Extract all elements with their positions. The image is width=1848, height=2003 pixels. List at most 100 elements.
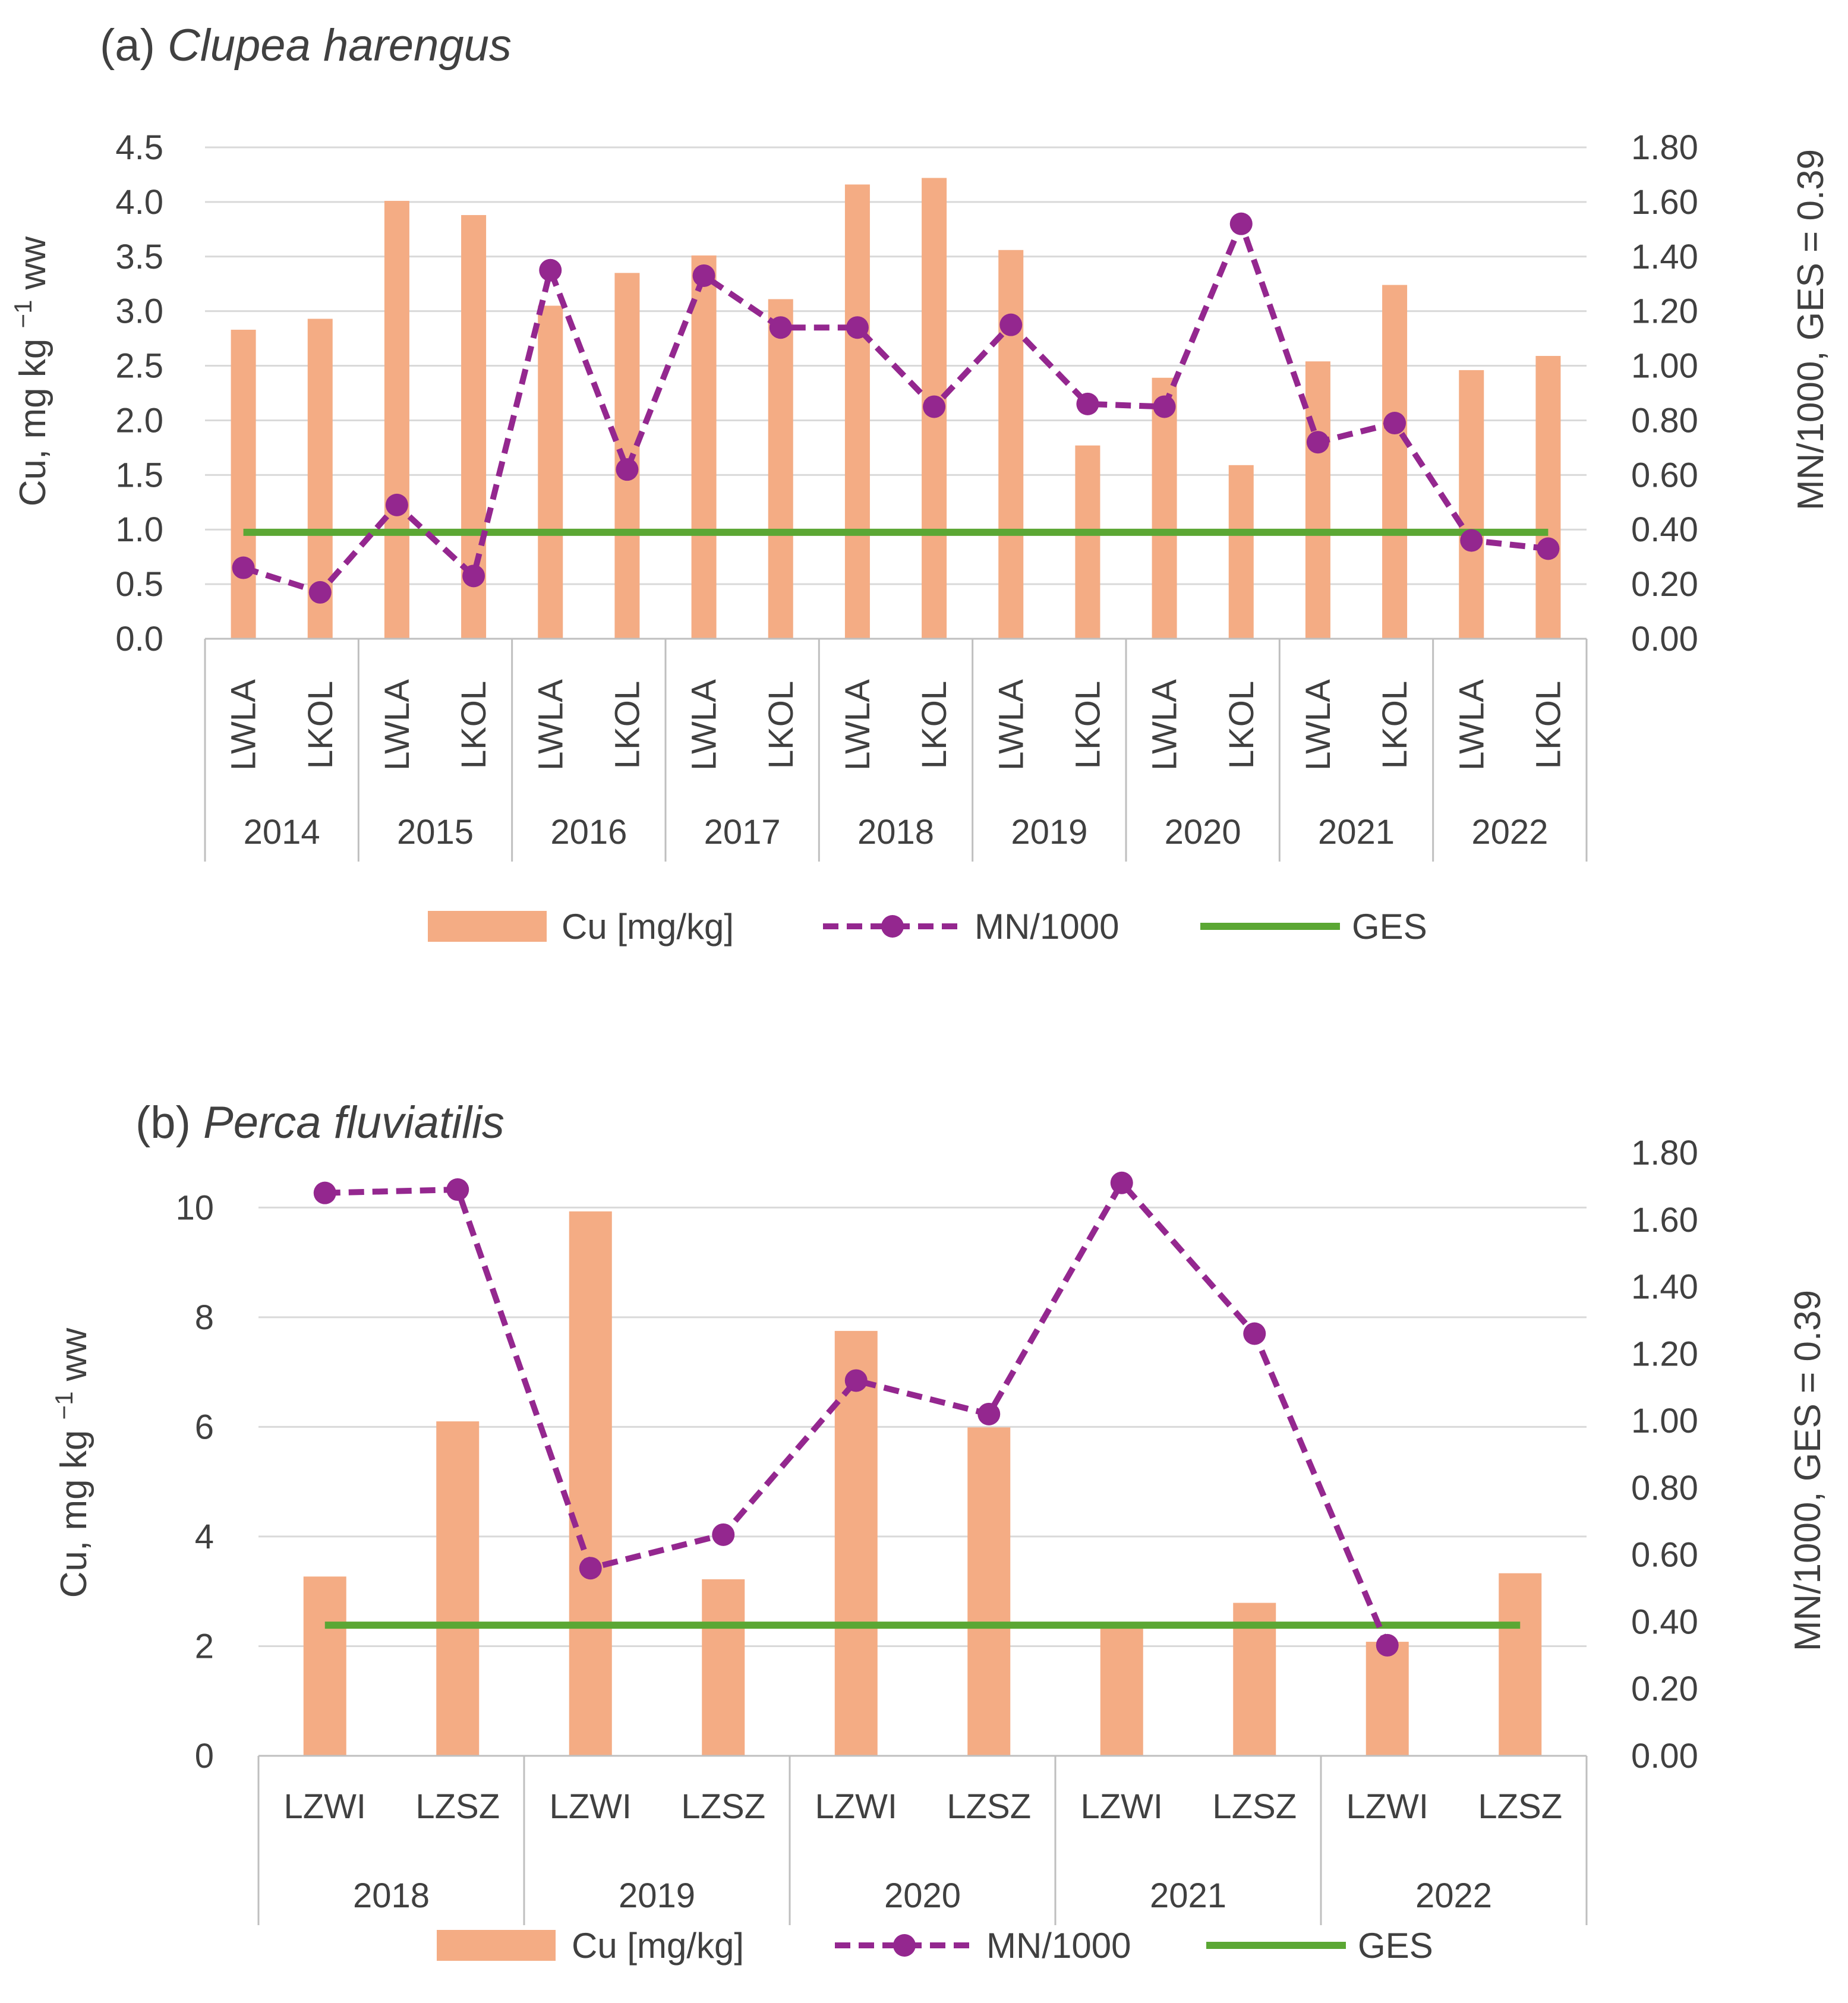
panel-a-year-label-2: 2016 (550, 813, 627, 851)
panel-b-legend: Cu [mg/kg] MN/1000 GES (437, 1926, 1433, 1966)
panel-a-site-label-2: LWLA (378, 679, 417, 771)
panel-a-mn-point-12 (1153, 395, 1176, 418)
panel-b-mn-point-5 (977, 1402, 1001, 1425)
panel-b-y-tick-labels: 0 2 4 6 8 10 (175, 1188, 214, 1775)
panel-a-site-label-13: LKOL (1222, 681, 1261, 769)
panel-a-mn-polyline (242, 220, 1549, 595)
panel-a-y-tick: 4.0 (115, 183, 163, 222)
panel-b-y-tick: 10 (175, 1188, 214, 1227)
panel-a-x-axis: LWLA LKOL LWLA LKOL LWLA LKOL LWLA LKOL LWLA LKOL… (204, 638, 1588, 862)
panel-b-mn-point-2 (579, 1557, 602, 1580)
panel-b-bar-8 (1365, 1642, 1409, 1756)
panel-a-y2-tick: 0.60 (1631, 456, 1698, 494)
panel-b-mn-point-4 (844, 1369, 868, 1392)
panel-a-bar-14 (1305, 361, 1330, 639)
panel-b-y-tick: 4 (195, 1518, 214, 1556)
panel-b-bar-4 (834, 1330, 878, 1756)
panel-a-y2-tick: 1.00 (1631, 347, 1698, 386)
panel-b-y2-tick: 0.00 (1631, 1737, 1698, 1775)
panel-a-bar-7 (768, 299, 793, 639)
panel-a-bar-15 (1382, 285, 1408, 639)
panel-a-mn-point-16 (1460, 529, 1483, 552)
panel-b-title-prefix: (b) (135, 1097, 203, 1148)
panel-b-mn-line (313, 1171, 1399, 1657)
panel-a-site-label-11: LKOL (1068, 681, 1107, 769)
panel-b-y2-tick: 1.20 (1631, 1335, 1698, 1373)
panel-b-bar-1 (436, 1421, 480, 1756)
panel-b-site-label-7: LZSZ (1212, 1787, 1297, 1826)
panel-a-mn-point-11 (1076, 392, 1099, 415)
panel-a-mn-line (232, 212, 1560, 604)
panel-b-y-tick: 8 (195, 1298, 214, 1337)
panel-b-year-label-3: 2021 (1150, 1876, 1226, 1915)
panel-a-y2-axis-label: MN/1000, GES = 0.39 (1790, 149, 1831, 510)
panel-a-year-label-1: 2015 (397, 813, 474, 851)
panel-b-mn-point-3 (712, 1523, 735, 1546)
panel-b-y-tick: 0 (195, 1737, 214, 1775)
legend-b-cu-label: Cu [mg/kg] (572, 1926, 744, 1966)
panel-a-mn-point-9 (923, 395, 946, 418)
legend-a-cu-swatch (428, 911, 547, 942)
legend-b-mn-marker (893, 1934, 916, 1957)
panel-b-site-label-5: LZSZ (947, 1787, 1031, 1826)
panel-b-title: (b) Perca fluviatilis (135, 1097, 504, 1148)
panel-a-bar-10 (998, 250, 1024, 639)
panel-b-site-label-4: LZWI (815, 1787, 897, 1826)
panel-b-y2-tick: 0.20 (1631, 1670, 1698, 1708)
panel-a-bar-16 (1459, 370, 1484, 639)
panel-a-y-tick: 3.0 (115, 292, 163, 331)
panel-a-mn-point-0 (232, 556, 255, 579)
panel-a-mn-point-15 (1383, 412, 1407, 435)
panel-b-mn-point-0 (313, 1181, 336, 1204)
legend-a-mn-marker (881, 915, 904, 938)
panel-a-chart: (a) Clupea harengus 0.0 0.5 1.0 1.5 2.0 2.5 3.… (9, 20, 1832, 947)
panel-b-bar-0 (303, 1576, 346, 1756)
panel-a-mn-point-6 (692, 264, 715, 287)
panel-a-site-label-7: LKOL (762, 681, 800, 769)
panel-a-mn-point-8 (846, 316, 869, 339)
panel-a-year-label-0: 2014 (244, 813, 320, 851)
panel-a-y2-tick: 0.20 (1631, 565, 1698, 604)
panel-b-bar-3 (702, 1579, 745, 1756)
panel-b-year-label-2: 2020 (884, 1876, 961, 1915)
panel-a-y-tick: 1.0 (115, 510, 163, 549)
panel-b-year-label-4: 2022 (1415, 1876, 1492, 1915)
panel-b-y2-tick: 0.80 (1631, 1469, 1698, 1507)
panel-b-site-label-8: LZWI (1346, 1787, 1428, 1826)
panel-b-y2-tick: 1.40 (1631, 1268, 1698, 1307)
panel-a-year-label-4: 2018 (857, 813, 934, 851)
panel-a-site-label-1: LKOL (301, 681, 340, 769)
panel-a-title: (a) Clupea harengus (100, 20, 512, 71)
panel-a-y2-tick: 1.20 (1631, 292, 1698, 331)
panel-a-y-tick: 1.5 (115, 456, 163, 494)
panel-a-mn-point-5 (616, 458, 639, 481)
panel-b-site-label-9: LZSZ (1478, 1787, 1562, 1826)
panel-a-y-tick: 3.5 (115, 238, 163, 276)
panel-b-y-axis-label: Cu, mg kg −1 ww (50, 1328, 95, 1598)
panel-a-y2-tick: 0.00 (1631, 620, 1698, 658)
panel-a-mn-point-17 (1537, 537, 1560, 560)
panel-a-legend: Cu [mg/kg] MN/1000 GES (428, 907, 1427, 947)
panel-a-y2-tick: 1.80 (1631, 128, 1698, 167)
panel-a-bar-11 (1075, 445, 1100, 639)
panel-b-site-label-0: LZWI (283, 1787, 366, 1826)
legend-a-ges-label: GES (1352, 907, 1427, 947)
panel-a-y-tick: 4.5 (115, 128, 163, 167)
panel-b-y2-axis-label: MN/1000, GES = 0.39 (1787, 1290, 1828, 1651)
panel-b-title-species: Perca fluviatilis (203, 1097, 504, 1148)
panel-b-y2-tick: 1.80 (1631, 1134, 1698, 1172)
panel-b-mn-point-8 (1376, 1633, 1399, 1657)
panel-a-bar-6 (691, 255, 717, 639)
panel-a-y-axis-label: Cu, mg kg −1 ww (9, 236, 54, 507)
panel-a-mn-point-2 (385, 493, 408, 516)
panel-a-y2-tick: 1.40 (1631, 238, 1698, 276)
panel-b-y2-tick: 1.60 (1631, 1201, 1698, 1239)
panel-a-bar-5 (614, 273, 640, 639)
panel-a-y-tick: 2.5 (115, 347, 163, 386)
panel-a-mn-point-7 (769, 316, 792, 339)
panel-a-site-label-10: LWLA (992, 679, 1030, 771)
panel-a-year-label-3: 2017 (704, 813, 781, 851)
panel-a-title-prefix: (a) (100, 20, 168, 71)
panel-a-site-label-5: LKOL (608, 681, 647, 769)
